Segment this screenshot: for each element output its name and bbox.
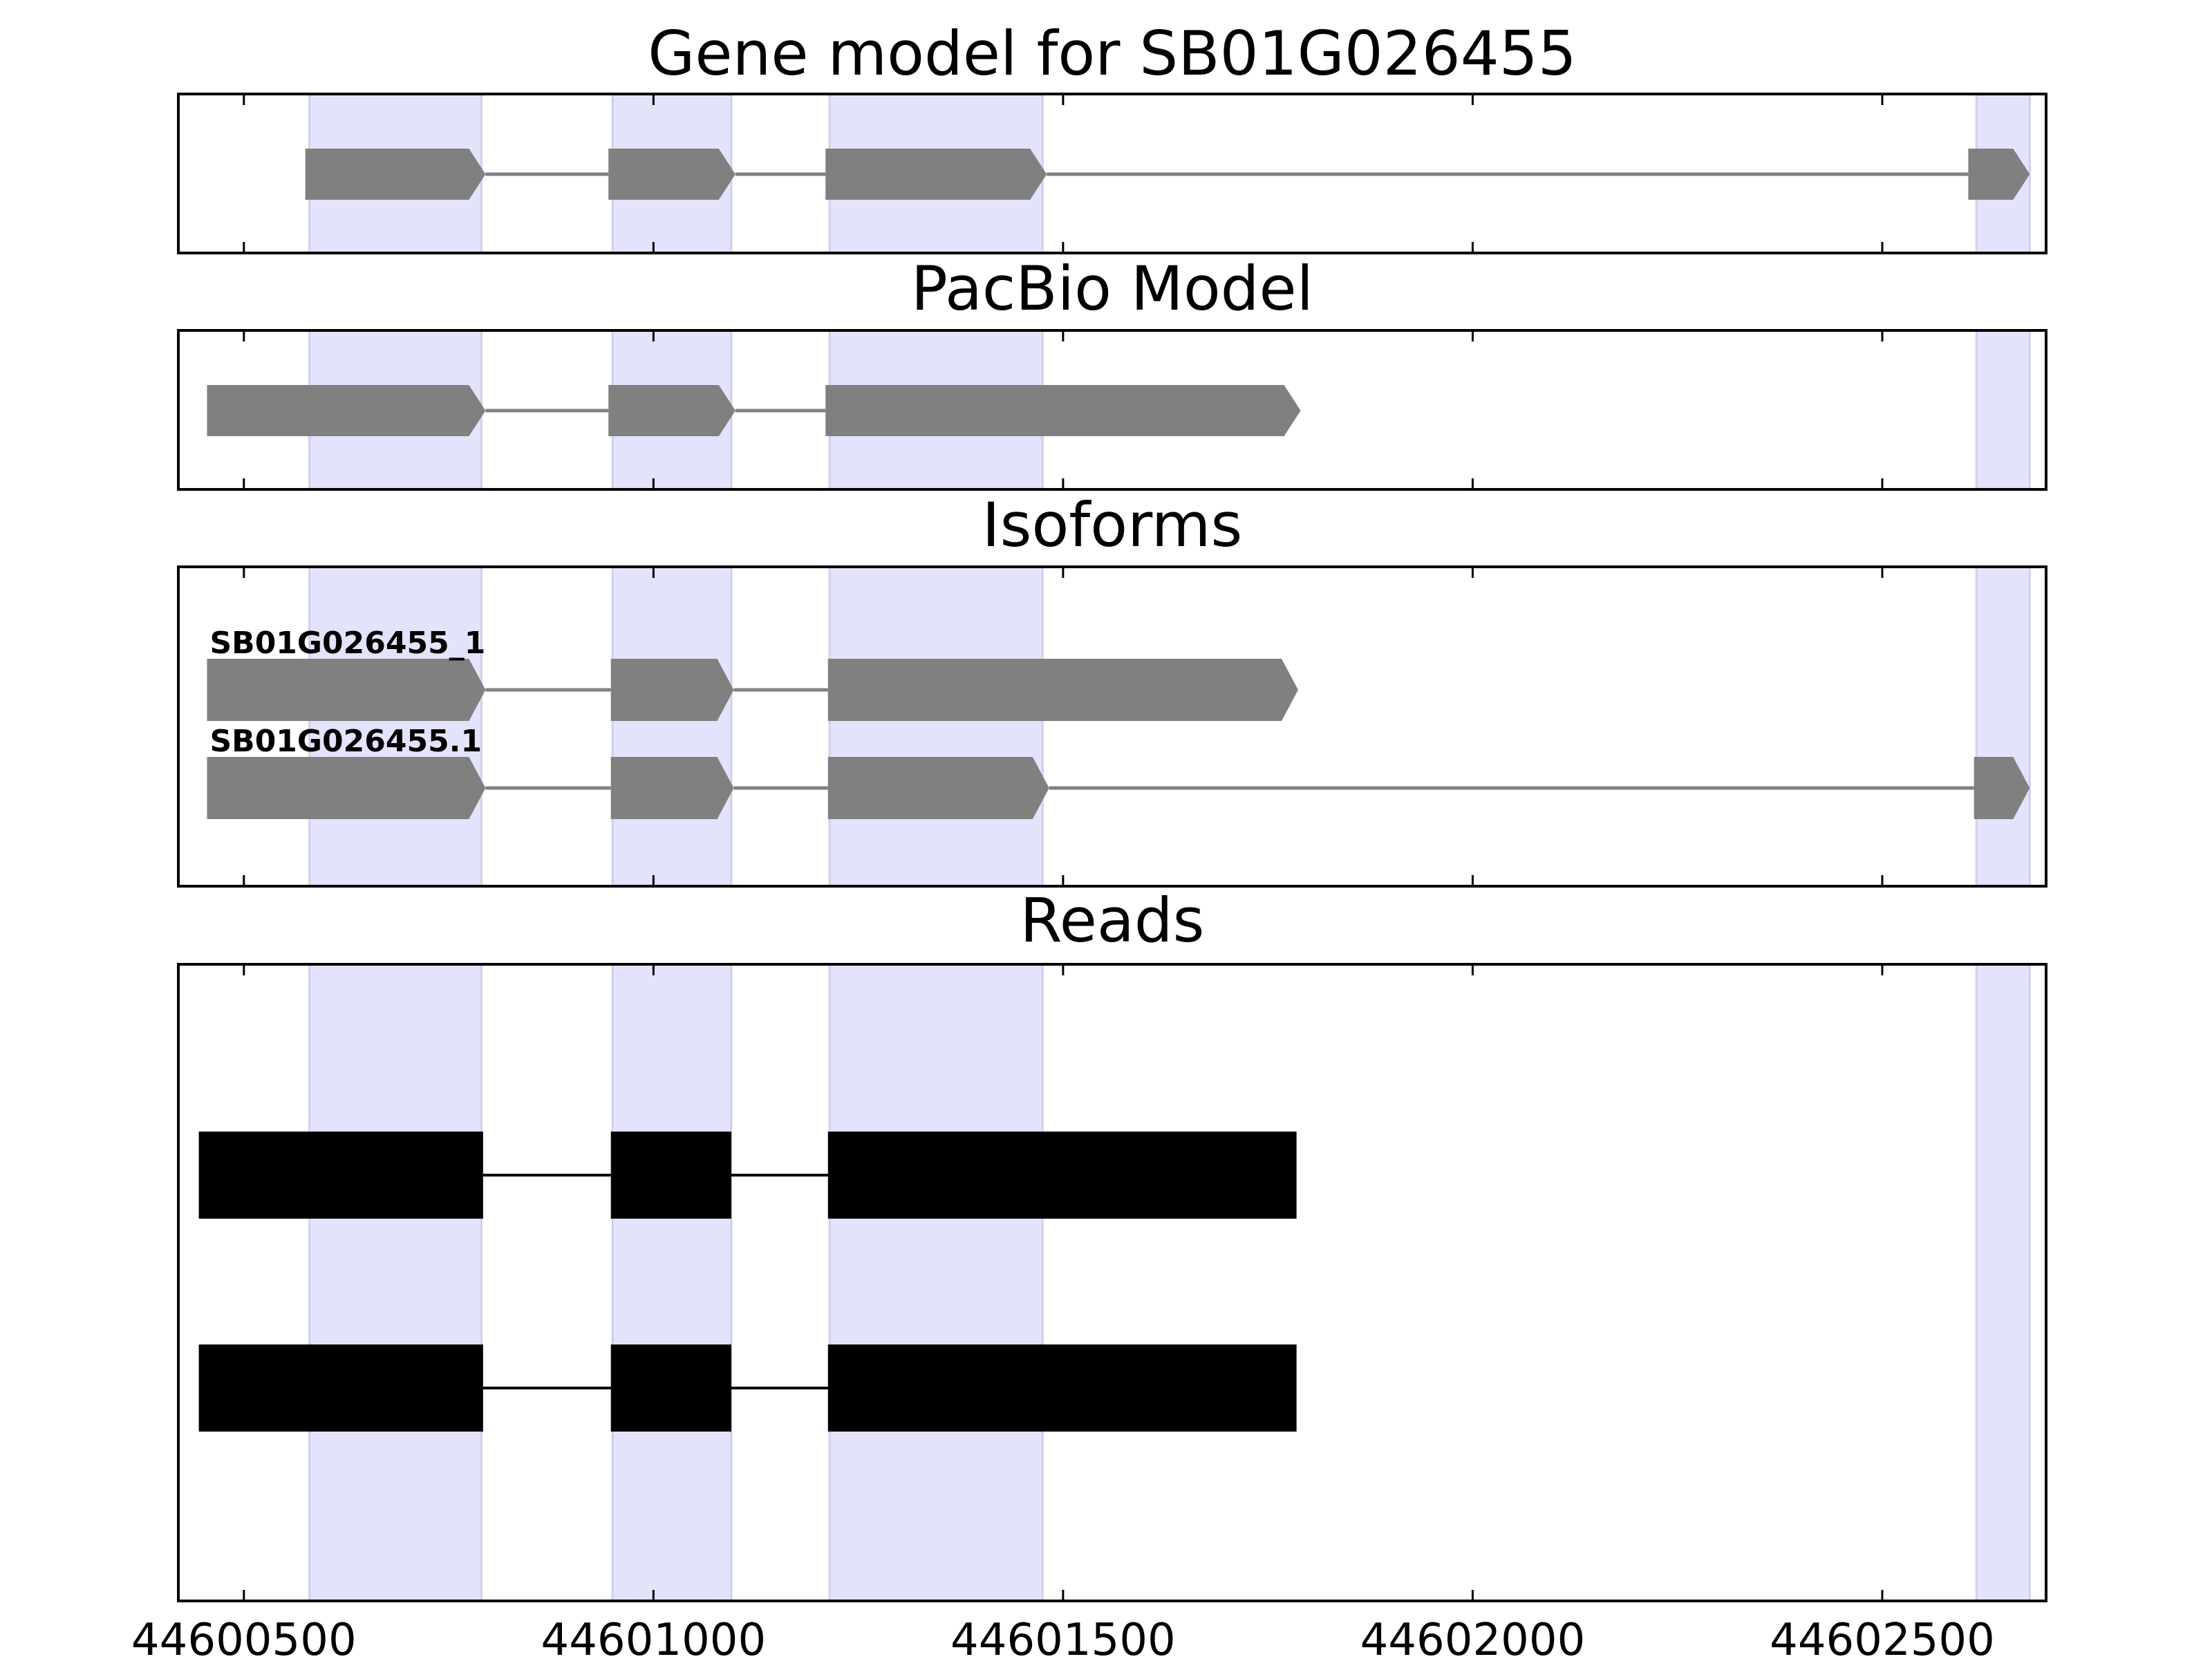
read-block [827,1344,1297,1432]
x-tick-label: 44602500 [1770,1615,1995,1659]
transcript-track [305,149,2030,200]
read-track [198,1132,1297,1219]
x-tick-label: 44600500 [131,1615,357,1659]
exon-arrow [827,757,1049,819]
highlight-band [828,963,1044,1602]
panel-frame [177,329,2047,491]
read-block [827,1132,1297,1219]
highlight-band [828,565,1044,888]
highlight-band [1975,329,2031,491]
exon-arrow [608,385,735,436]
x-tick-label: 44602000 [1360,1615,1586,1659]
panel-frame [177,93,2047,254]
highlight-band [611,963,733,1602]
highlight-band [308,565,482,888]
panel-title: Gene model for SB01G026455 [648,18,1577,89]
panel-title: Isoforms [982,489,1243,561]
highlight-band [1975,963,2031,1602]
transcript-track [207,385,1301,436]
isoform-label: SB01G026455_1 [209,626,485,661]
panel-title: PacBio Model [911,253,1313,324]
x-axis-tick-labels: 44600500 44601000 44601500 44602000 44602500 [131,1615,1995,1659]
exon-arrow [608,149,735,200]
exon-arrow [1974,757,2030,819]
exon-arrow [207,659,486,721]
exon-arrow [825,385,1301,436]
transcript-track: SB01G026455.1 [207,724,2030,819]
exon-arrow [305,149,486,200]
exon-arrow [207,757,486,819]
panel-frame [177,963,2047,1602]
x-tick-label: 44601500 [950,1615,1176,1659]
read-block [198,1132,483,1219]
panel-1: Gene model for SB01G026455 [177,18,2047,254]
exon-arrow [207,385,486,436]
highlight-band [308,963,482,1602]
transcript-track: SB01G026455_1 [207,626,1299,721]
exon-arrow [610,757,734,819]
exon-arrow [610,659,734,721]
read-block [610,1344,731,1432]
panel-2: PacBio Model [177,253,2047,491]
highlight-band [1975,565,2031,888]
exon-arrow [825,149,1047,200]
isoform-label: SB01G026455.1 [209,724,482,759]
exon-arrow [1968,149,2030,200]
x-tick-label: 44601000 [541,1615,766,1659]
panels-layer: Gene model for SB01G026455 PacBio Model Is… [131,18,2047,1659]
panel-title: Reads [1020,885,1205,956]
read-track [198,1344,1297,1432]
highlight-band [611,565,733,888]
panel-3: Isoforms SB01G026455_1 SB01G026455.1 [177,489,2047,888]
panel-4: Reads [177,885,2047,1602]
exon-arrow [827,659,1299,721]
panel-frame [177,565,2047,888]
read-block [610,1132,731,1219]
read-block [198,1344,483,1432]
